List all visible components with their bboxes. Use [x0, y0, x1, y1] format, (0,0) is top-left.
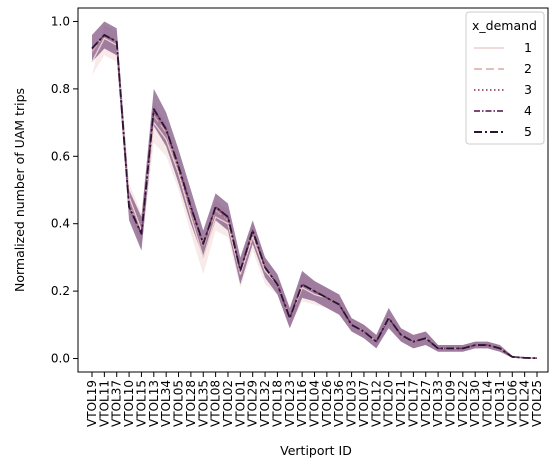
x-tick-label: VTOL21 [394, 380, 408, 427]
y-axis-ticks: 0.0 0.2 0.4 0.6 0.8 1.0 [51, 14, 78, 366]
x-tick-label: VTOL16 [295, 380, 309, 427]
plot-frame [77, 7, 549, 373]
y-tick-label: 1.0 [51, 14, 70, 28]
x-tick-label: VTOL20 [382, 380, 396, 427]
legend-title: x_demand [472, 18, 537, 33]
x-tick-label: VTOL15 [134, 380, 148, 427]
y-tick-label: 0.8 [51, 82, 70, 96]
x-tick-label: VTOL06 [505, 380, 519, 427]
x-tick-label: VTOL36 [332, 380, 346, 427]
x-tick-label: VTOL09 [443, 380, 457, 427]
series-lines [91, 34, 538, 360]
x-tick-label: VTOL14 [481, 380, 495, 427]
y-tick-label: 0.4 [51, 217, 70, 231]
x-tick-label: VTOL31 [493, 380, 507, 427]
x-tick-label: VTOL26 [320, 380, 334, 427]
y-axis-title: Normalized number of UAM trips [12, 88, 27, 292]
x-tick-label: VTOL02 [221, 380, 235, 427]
legend-items: 1 2 3 4 5 [474, 40, 532, 139]
series-line-5 [91, 34, 538, 360]
x-tick-label: VTOL32 [258, 380, 272, 427]
x-tick-label: VTOL24 [518, 380, 532, 427]
x-axis-title: Vertiport ID [280, 443, 352, 458]
legend-label-2: 2 [524, 61, 532, 76]
x-tick-label: VTOL29 [246, 380, 260, 427]
x-tick-label: VTOL27 [419, 380, 433, 427]
x-tick-label: VTOL04 [308, 380, 322, 427]
x-tick-label: VTOL07 [357, 380, 371, 427]
legend-label-4: 4 [524, 103, 532, 118]
x-tick-label: VTOL18 [270, 380, 284, 427]
x-tick-label: VTOL17 [406, 380, 420, 427]
x-tick-label: VTOL03 [345, 380, 359, 427]
x-tick-label: VTOL28 [184, 380, 198, 427]
x-tick-label: VTOL25 [530, 380, 544, 427]
legend-label-5: 5 [524, 124, 532, 139]
x-tick-label: VTOL19 [85, 380, 99, 427]
x-tick-label: VTOL10 [122, 380, 136, 427]
x-tick-label: VTOL22 [456, 380, 470, 427]
x-tick-label: VTOL12 [369, 380, 383, 427]
y-tick-label: 0.2 [51, 284, 70, 298]
x-axis-ticks: VTOL19VTOL11VTOL37VTOL10VTOL15VTOL13VTOL… [85, 372, 544, 427]
y-tick-label: 0.0 [51, 352, 70, 366]
legend-label-3: 3 [524, 82, 532, 97]
x-tick-label: VTOL08 [209, 380, 223, 427]
legend-label-1: 1 [524, 40, 532, 55]
x-tick-label: VTOL37 [110, 380, 124, 427]
y-tick-label: 0.6 [51, 149, 70, 163]
x-tick-label: VTOL34 [159, 380, 173, 427]
x-tick-label: VTOL05 [172, 380, 186, 427]
x-tick-label: VTOL11 [97, 380, 111, 427]
x-tick-label: VTOL13 [147, 380, 161, 427]
legend: x_demand 1 2 3 4 5 [465, 11, 545, 145]
x-tick-label: VTOL35 [196, 380, 210, 427]
x-tick-label: VTOL30 [468, 380, 482, 427]
x-tick-label: VTOL23 [283, 380, 297, 427]
x-tick-label: VTOL33 [431, 380, 445, 427]
x-tick-label: VTOL01 [233, 380, 247, 427]
